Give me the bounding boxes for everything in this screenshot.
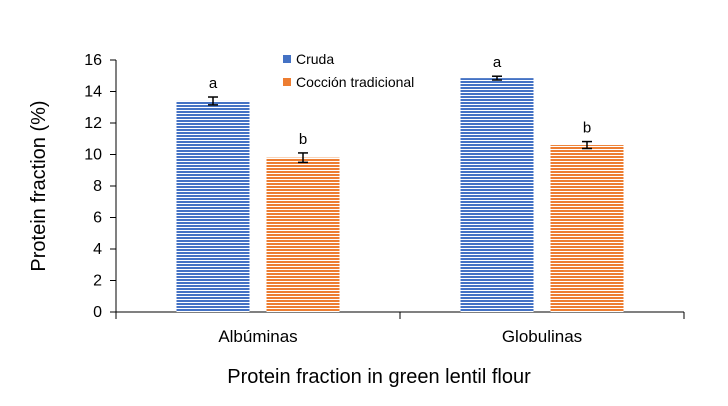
bar-cocción-tradicional <box>266 157 340 312</box>
bar-cruda <box>176 100 250 312</box>
bar-cruda <box>460 78 534 312</box>
legend-swatch <box>283 78 291 86</box>
x-category-label: Globulinas <box>502 327 582 346</box>
significance-label: a <box>209 75 218 92</box>
y-tick-label: 10 <box>84 147 102 164</box>
y-tick-label: 2 <box>93 273 102 290</box>
x-axis-title: Protein fraction in green lentil flour <box>227 366 531 388</box>
significance-label: b <box>583 120 591 137</box>
y-tick-label: 12 <box>84 115 102 132</box>
legend-label: Cocción tradicional <box>296 74 414 90</box>
significance-label: b <box>299 131 307 148</box>
y-tick-label: 16 <box>84 52 102 69</box>
bar-cocción-tradicional <box>550 145 624 312</box>
significance-label: a <box>493 54 502 71</box>
plot-area: 0 2 4 6 8 10 12 14 16 Albúminas a b Globulinas a b Crud… <box>84 51 685 346</box>
legend-label: Cruda <box>296 51 334 67</box>
y-axis-title: Protein fraction (%) <box>28 100 50 271</box>
legend-swatch <box>283 55 291 63</box>
y-tick-label: 4 <box>93 241 102 258</box>
y-tick-label: 8 <box>93 178 102 195</box>
y-tick-label: 6 <box>93 210 102 227</box>
y-tick-label: 14 <box>84 84 102 101</box>
x-category-label: Albúminas <box>218 327 297 346</box>
y-tick-label: 0 <box>93 304 102 321</box>
